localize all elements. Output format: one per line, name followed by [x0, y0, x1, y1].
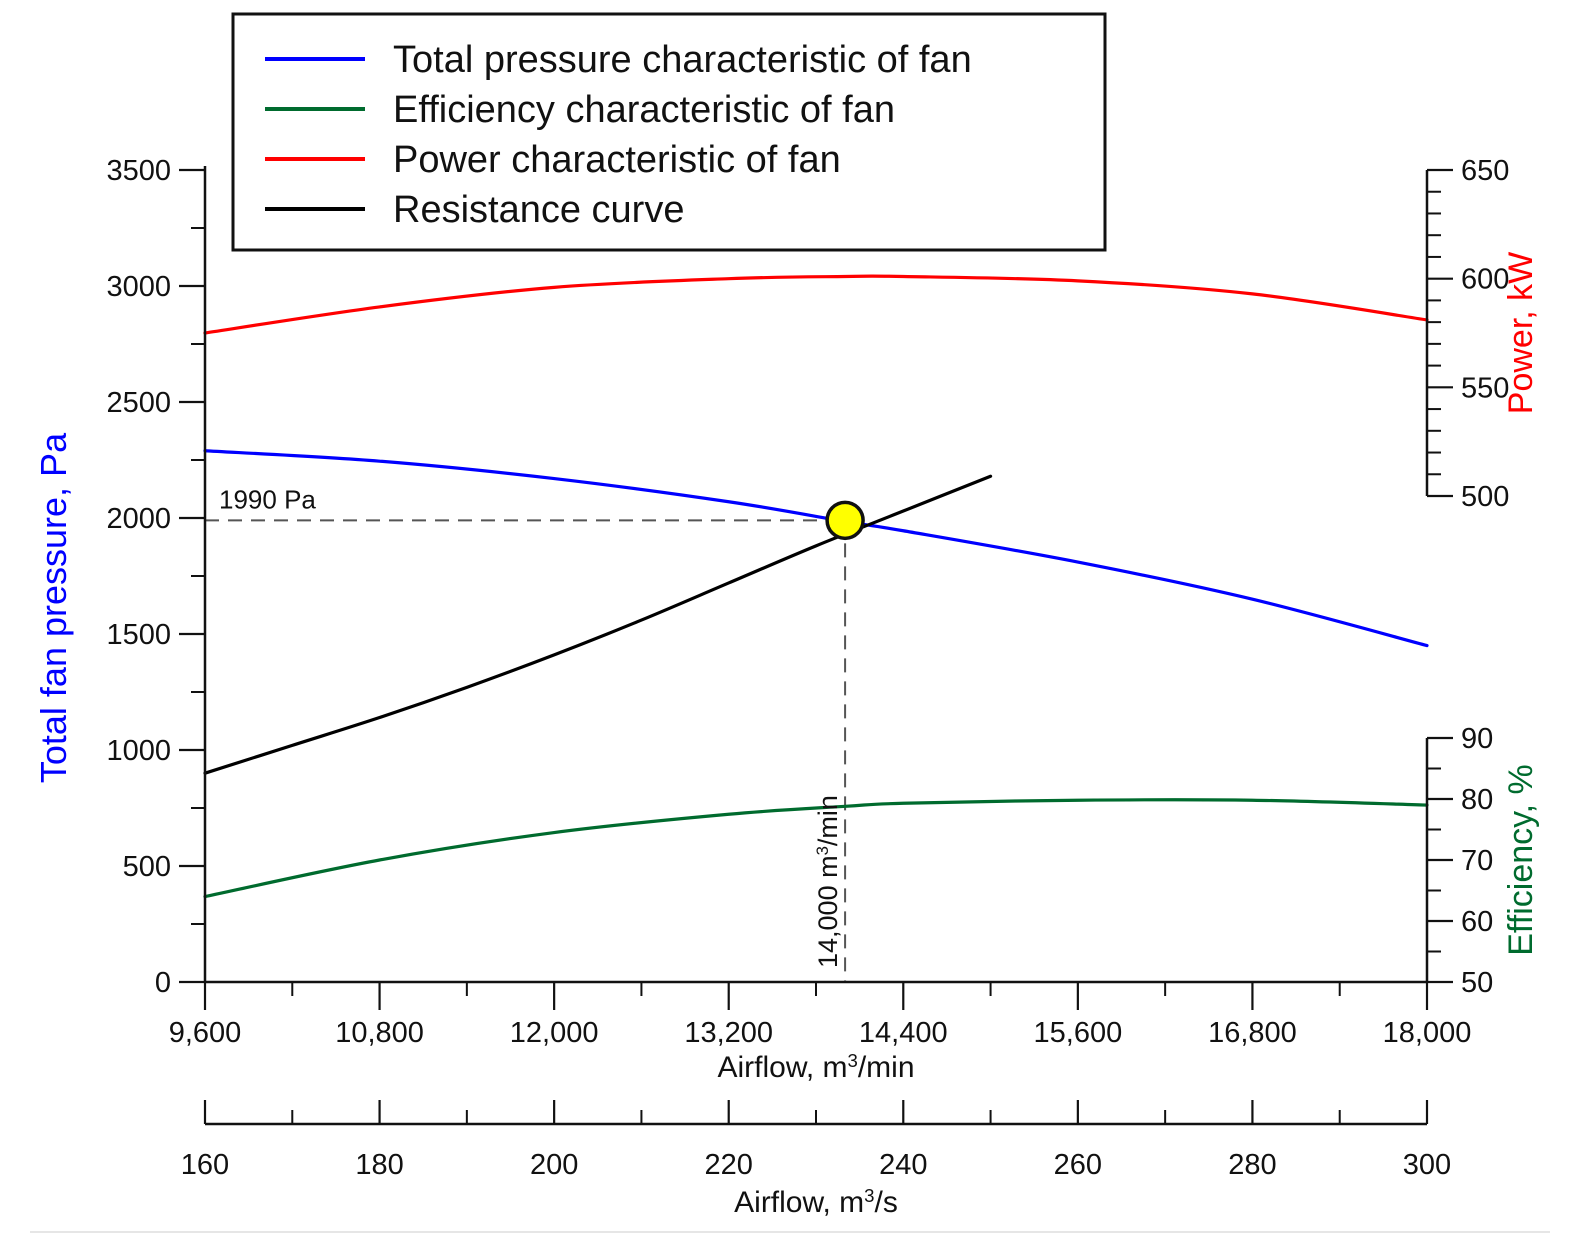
- annotations: 1990 Pa 14,000 m3/min: [219, 484, 865, 968]
- x2-tick-label: 280: [1228, 1149, 1276, 1181]
- y-axis-power-title: Power, kW: [1502, 252, 1540, 414]
- x-tick-label: 12,000: [510, 1017, 599, 1049]
- series-line-efficiency: [203, 798, 1429, 899]
- y-left-tick-label: 1000: [106, 735, 171, 767]
- efficiency-tick-label: 50: [1461, 967, 1493, 999]
- x-axis-title: Airflow, m3/min: [717, 1050, 914, 1085]
- x2-tick-label: 300: [1403, 1149, 1451, 1181]
- efficiency-tick-label: 60: [1461, 906, 1493, 938]
- efficiency-tick-label: 70: [1461, 845, 1493, 877]
- x-tick-label: 13,200: [684, 1017, 773, 1049]
- y-left-tick-label: 500: [123, 851, 171, 883]
- operating-point: [825, 500, 865, 541]
- x2-tick-label: 180: [355, 1149, 403, 1181]
- x2-axis-title: Airflow, m3/s: [734, 1185, 898, 1220]
- x2-tick-label: 220: [705, 1149, 753, 1181]
- series-line-power: [203, 274, 1429, 335]
- y-axis-left-title: Total fan pressure, Pa: [33, 432, 74, 783]
- efficiency-tick-label: 80: [1461, 784, 1493, 816]
- x2-tick-label: 200: [530, 1149, 578, 1181]
- y-left-tick-label: 3000: [106, 271, 171, 303]
- airflow-annotation: 14,000 m3/min: [813, 795, 844, 968]
- y-left-tick-label: 3500: [106, 155, 171, 187]
- y-left-tick-label: 2500: [106, 387, 171, 419]
- legend: Total pressure characteristic of fan Effi…: [231, 12, 1107, 252]
- power-tick-label: 500: [1461, 481, 1509, 513]
- legend-label-pressure: Total pressure characteristic of fan: [393, 39, 972, 81]
- x-tick-label: 14,400: [859, 1017, 948, 1049]
- legend-label-resistance: Resistance curve: [393, 189, 684, 231]
- series-layer: [203, 274, 1429, 899]
- x2-tick-label: 240: [879, 1149, 927, 1181]
- efficiency-tick-label: 90: [1461, 723, 1493, 755]
- power-tick-label: 650: [1461, 155, 1509, 187]
- legend-label-power: Power characteristic of fan: [393, 139, 841, 181]
- series-line-pressure: [203, 449, 1429, 648]
- y-axis-efficiency-title: Efficiency, %: [1502, 764, 1540, 956]
- legend-box: [231, 12, 1107, 252]
- power-tick-label: 550: [1461, 372, 1509, 404]
- x2-tick-label: 260: [1054, 1149, 1102, 1181]
- y-left-tick-label: 2000: [106, 503, 171, 535]
- x-tick-label: 10,800: [335, 1017, 424, 1049]
- x2-tick-label: 160: [181, 1149, 229, 1181]
- power-tick-label: 600: [1461, 264, 1509, 296]
- y-left-tick-label: 0: [155, 967, 171, 999]
- x-tick-label: 18,000: [1383, 1017, 1472, 1049]
- pressure-annotation: 1990 Pa: [219, 484, 316, 514]
- guide-lines: [205, 519, 847, 982]
- x-tick-label: 16,800: [1208, 1017, 1297, 1049]
- axes-layer: 0 500 1000 1500 2000 2500 3000 3500 Total fan pr…: [30, 155, 1550, 1233]
- legend-label-efficiency: Efficiency characteristic of fan: [393, 89, 895, 131]
- y-left-tick-label: 1500: [106, 619, 171, 651]
- x-tick-label: 15,600: [1034, 1017, 1123, 1049]
- x-tick-label: 9,600: [169, 1017, 242, 1049]
